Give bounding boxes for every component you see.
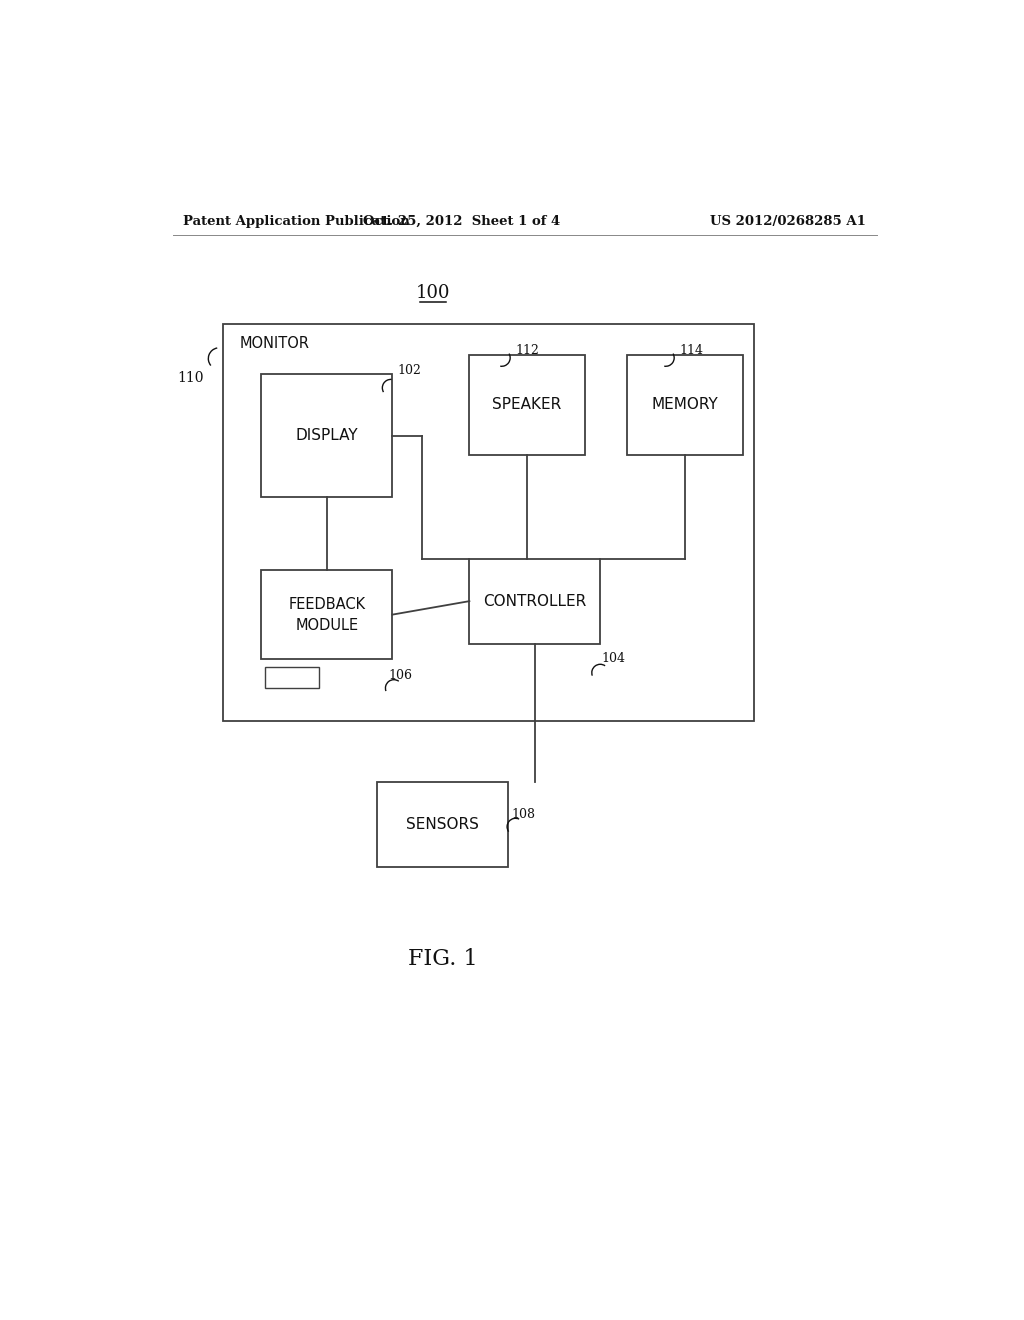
Text: DISPLAY: DISPLAY: [296, 428, 358, 444]
Text: Patent Application Publication: Patent Application Publication: [183, 215, 410, 228]
Text: FEEDBACK
MODULE: FEEDBACK MODULE: [289, 597, 366, 632]
Text: MONITOR: MONITOR: [240, 337, 310, 351]
Text: 100: 100: [416, 284, 451, 302]
Text: 112: 112: [515, 345, 540, 358]
Text: MEMORY: MEMORY: [651, 397, 718, 412]
Text: SPEAKER: SPEAKER: [493, 397, 562, 412]
Text: 108: 108: [512, 808, 536, 821]
Bar: [261, 570, 392, 659]
Bar: [265, 667, 319, 688]
Bar: [628, 355, 742, 455]
Bar: [377, 781, 508, 867]
Text: 102: 102: [397, 364, 421, 378]
Bar: [469, 558, 600, 644]
Bar: [223, 323, 755, 721]
Text: US 2012/0268285 A1: US 2012/0268285 A1: [710, 215, 866, 228]
Bar: [261, 374, 392, 498]
Text: SENSORS: SENSORS: [406, 817, 479, 832]
Text: 110: 110: [177, 371, 204, 385]
Text: 114: 114: [680, 345, 703, 358]
Text: FIG. 1: FIG. 1: [408, 948, 477, 970]
Text: CONTROLLER: CONTROLLER: [483, 594, 587, 609]
Text: 104: 104: [602, 652, 626, 665]
Text: 106: 106: [388, 669, 413, 682]
Bar: [469, 355, 585, 455]
Text: Oct. 25, 2012  Sheet 1 of 4: Oct. 25, 2012 Sheet 1 of 4: [364, 215, 560, 228]
